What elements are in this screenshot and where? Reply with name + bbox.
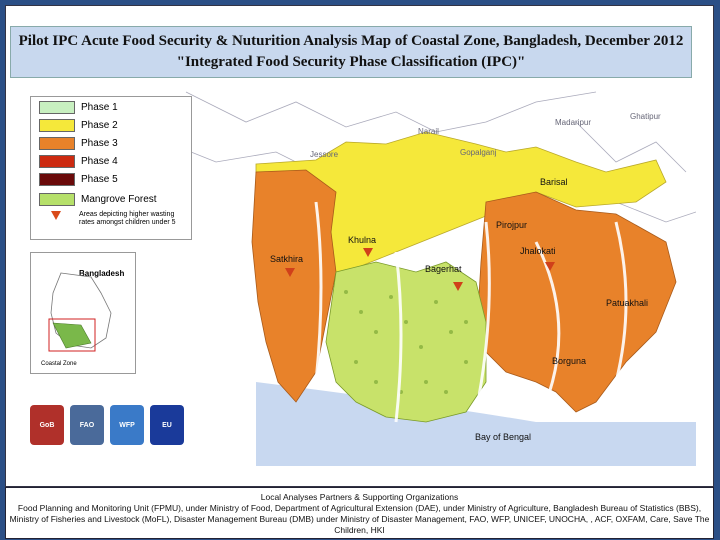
legend-label: Phase 5 bbox=[81, 173, 118, 185]
map-legend: Phase 1 Phase 2 Phase 3 Phase 4 Phase 5 … bbox=[30, 96, 192, 240]
legend-swatch bbox=[39, 192, 75, 206]
label-borguna: Borguna bbox=[552, 356, 587, 366]
wasting-marker-satkhira bbox=[285, 268, 295, 277]
gob-logo: GoB bbox=[30, 405, 64, 445]
inset-zone-label: Coastal Zone bbox=[41, 361, 77, 367]
legend-item-phase2: Phase 2 bbox=[39, 118, 118, 132]
coastal-zone-map bbox=[165, 91, 696, 466]
label-jhalokati: Jhalokati bbox=[520, 246, 556, 256]
legend-swatch bbox=[39, 154, 75, 168]
triangle-marker-icon bbox=[51, 211, 61, 220]
label-patuakhali: Patuakhali bbox=[606, 298, 649, 308]
legend-swatch bbox=[39, 118, 75, 132]
label-bagerhat: Bagerhat bbox=[425, 264, 462, 274]
bangladesh-outline bbox=[48, 272, 112, 352]
label-pirojpur: Pirojpur bbox=[496, 220, 528, 230]
label-ghatipur: Ghatipur bbox=[630, 112, 661, 121]
map-title: Pilot IPC Acute Food Security & Nuturiti… bbox=[18, 33, 684, 49]
wasting-marker-bagerhat bbox=[453, 282, 463, 291]
eu-flag-logo: EU bbox=[150, 405, 184, 445]
label-madaripur: Madaripur bbox=[555, 118, 592, 127]
inset-title: Bangladesh bbox=[79, 269, 125, 278]
partners-footer: Local Analyses Partners & Supporting Org… bbox=[5, 487, 714, 539]
legend-item-phase5: Phase 5 bbox=[39, 172, 118, 186]
label-satkhira: Satkhira bbox=[270, 254, 304, 264]
label-bay-of-bengal: Bay of Bengal bbox=[475, 432, 532, 442]
label-gopalganj: Gopalganj bbox=[460, 148, 497, 157]
footer-body: Food Planning and Monitoring Unit (FPMU)… bbox=[9, 503, 710, 535]
mangrove-texture bbox=[344, 290, 468, 394]
footer-heading: Local Analyses Partners & Supporting Org… bbox=[260, 492, 459, 502]
satkhira-region bbox=[251, 169, 337, 403]
legend-label: Phase 4 bbox=[81, 155, 118, 167]
label-khulna: Khulna bbox=[348, 235, 377, 245]
wasting-marker-jhalokati bbox=[545, 262, 555, 271]
legend-swatch bbox=[39, 136, 75, 150]
legend-swatch bbox=[39, 100, 75, 114]
rivers bbox=[314, 201, 628, 423]
partner-logos: GoB FAO WFP EU bbox=[30, 400, 200, 450]
legend-item-phase1: Phase 1 bbox=[39, 100, 118, 114]
map-title-box: Pilot IPC Acute Food Security & Nuturiti… bbox=[10, 26, 692, 78]
legend-item-wasting: Areas depicting higher wasting rates amo… bbox=[39, 211, 189, 227]
legend-item-mangrove: Mangrove Forest bbox=[39, 192, 157, 206]
legend-label: Mangrove Forest bbox=[81, 193, 157, 205]
wasting-marker-khulna bbox=[363, 248, 373, 257]
fao-logo: FAO bbox=[70, 405, 104, 445]
mangrove-forest bbox=[325, 261, 487, 423]
wfp-logo: WFP bbox=[110, 405, 144, 445]
legend-note-label: Areas depicting higher wasting rates amo… bbox=[79, 211, 176, 226]
legend-label: Phase 1 bbox=[81, 101, 118, 113]
label-jessore: Jessore bbox=[310, 150, 339, 159]
label-narail: Narail bbox=[418, 127, 439, 136]
legend-label: Phase 2 bbox=[81, 119, 118, 131]
legend-item-phase4: Phase 4 bbox=[39, 154, 118, 168]
legend-swatch bbox=[39, 172, 75, 186]
legend-item-phase3: Phase 3 bbox=[39, 136, 118, 150]
label-barisal: Barisal bbox=[540, 177, 568, 187]
inset-map: Bangladesh Coastal Zone bbox=[30, 252, 136, 374]
legend-label: Phase 3 bbox=[81, 137, 118, 149]
map-subtitle: "Integrated Food Security Phase Classifi… bbox=[176, 54, 526, 70]
